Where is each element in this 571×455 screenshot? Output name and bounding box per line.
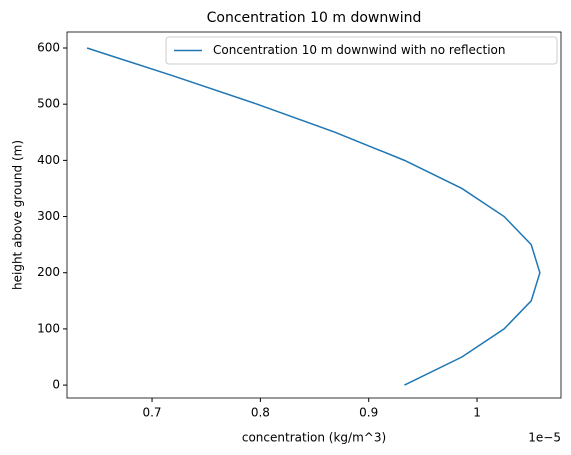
x-tick-label: 0.8 xyxy=(251,406,270,420)
y-tick-label: 600 xyxy=(37,41,60,55)
y-tick-label: 100 xyxy=(37,321,60,335)
y-axis-label: height above ground (m) xyxy=(11,140,25,290)
line xyxy=(86,47,541,386)
x-offset-label: 1e−5 xyxy=(528,431,561,445)
y-tick-label: 500 xyxy=(37,97,60,111)
x-tick-label: 1 xyxy=(473,406,481,420)
chart-title: Concentration 10 m downwind xyxy=(207,10,422,26)
y-tick-label: 200 xyxy=(37,265,60,279)
legend-label: Concentration 10 m downwind with no refl… xyxy=(213,43,505,57)
legend-box xyxy=(165,36,558,65)
y-tick-label: 400 xyxy=(37,153,60,167)
plot-frame xyxy=(66,31,562,399)
y-tick-label: 0 xyxy=(52,378,60,392)
x-axis-label: concentration (kg/m^3) xyxy=(242,431,386,445)
x-tick-label: 0.9 xyxy=(359,406,378,420)
x-tick-label: 0.7 xyxy=(142,406,161,420)
y-tick-label: 300 xyxy=(37,209,60,223)
